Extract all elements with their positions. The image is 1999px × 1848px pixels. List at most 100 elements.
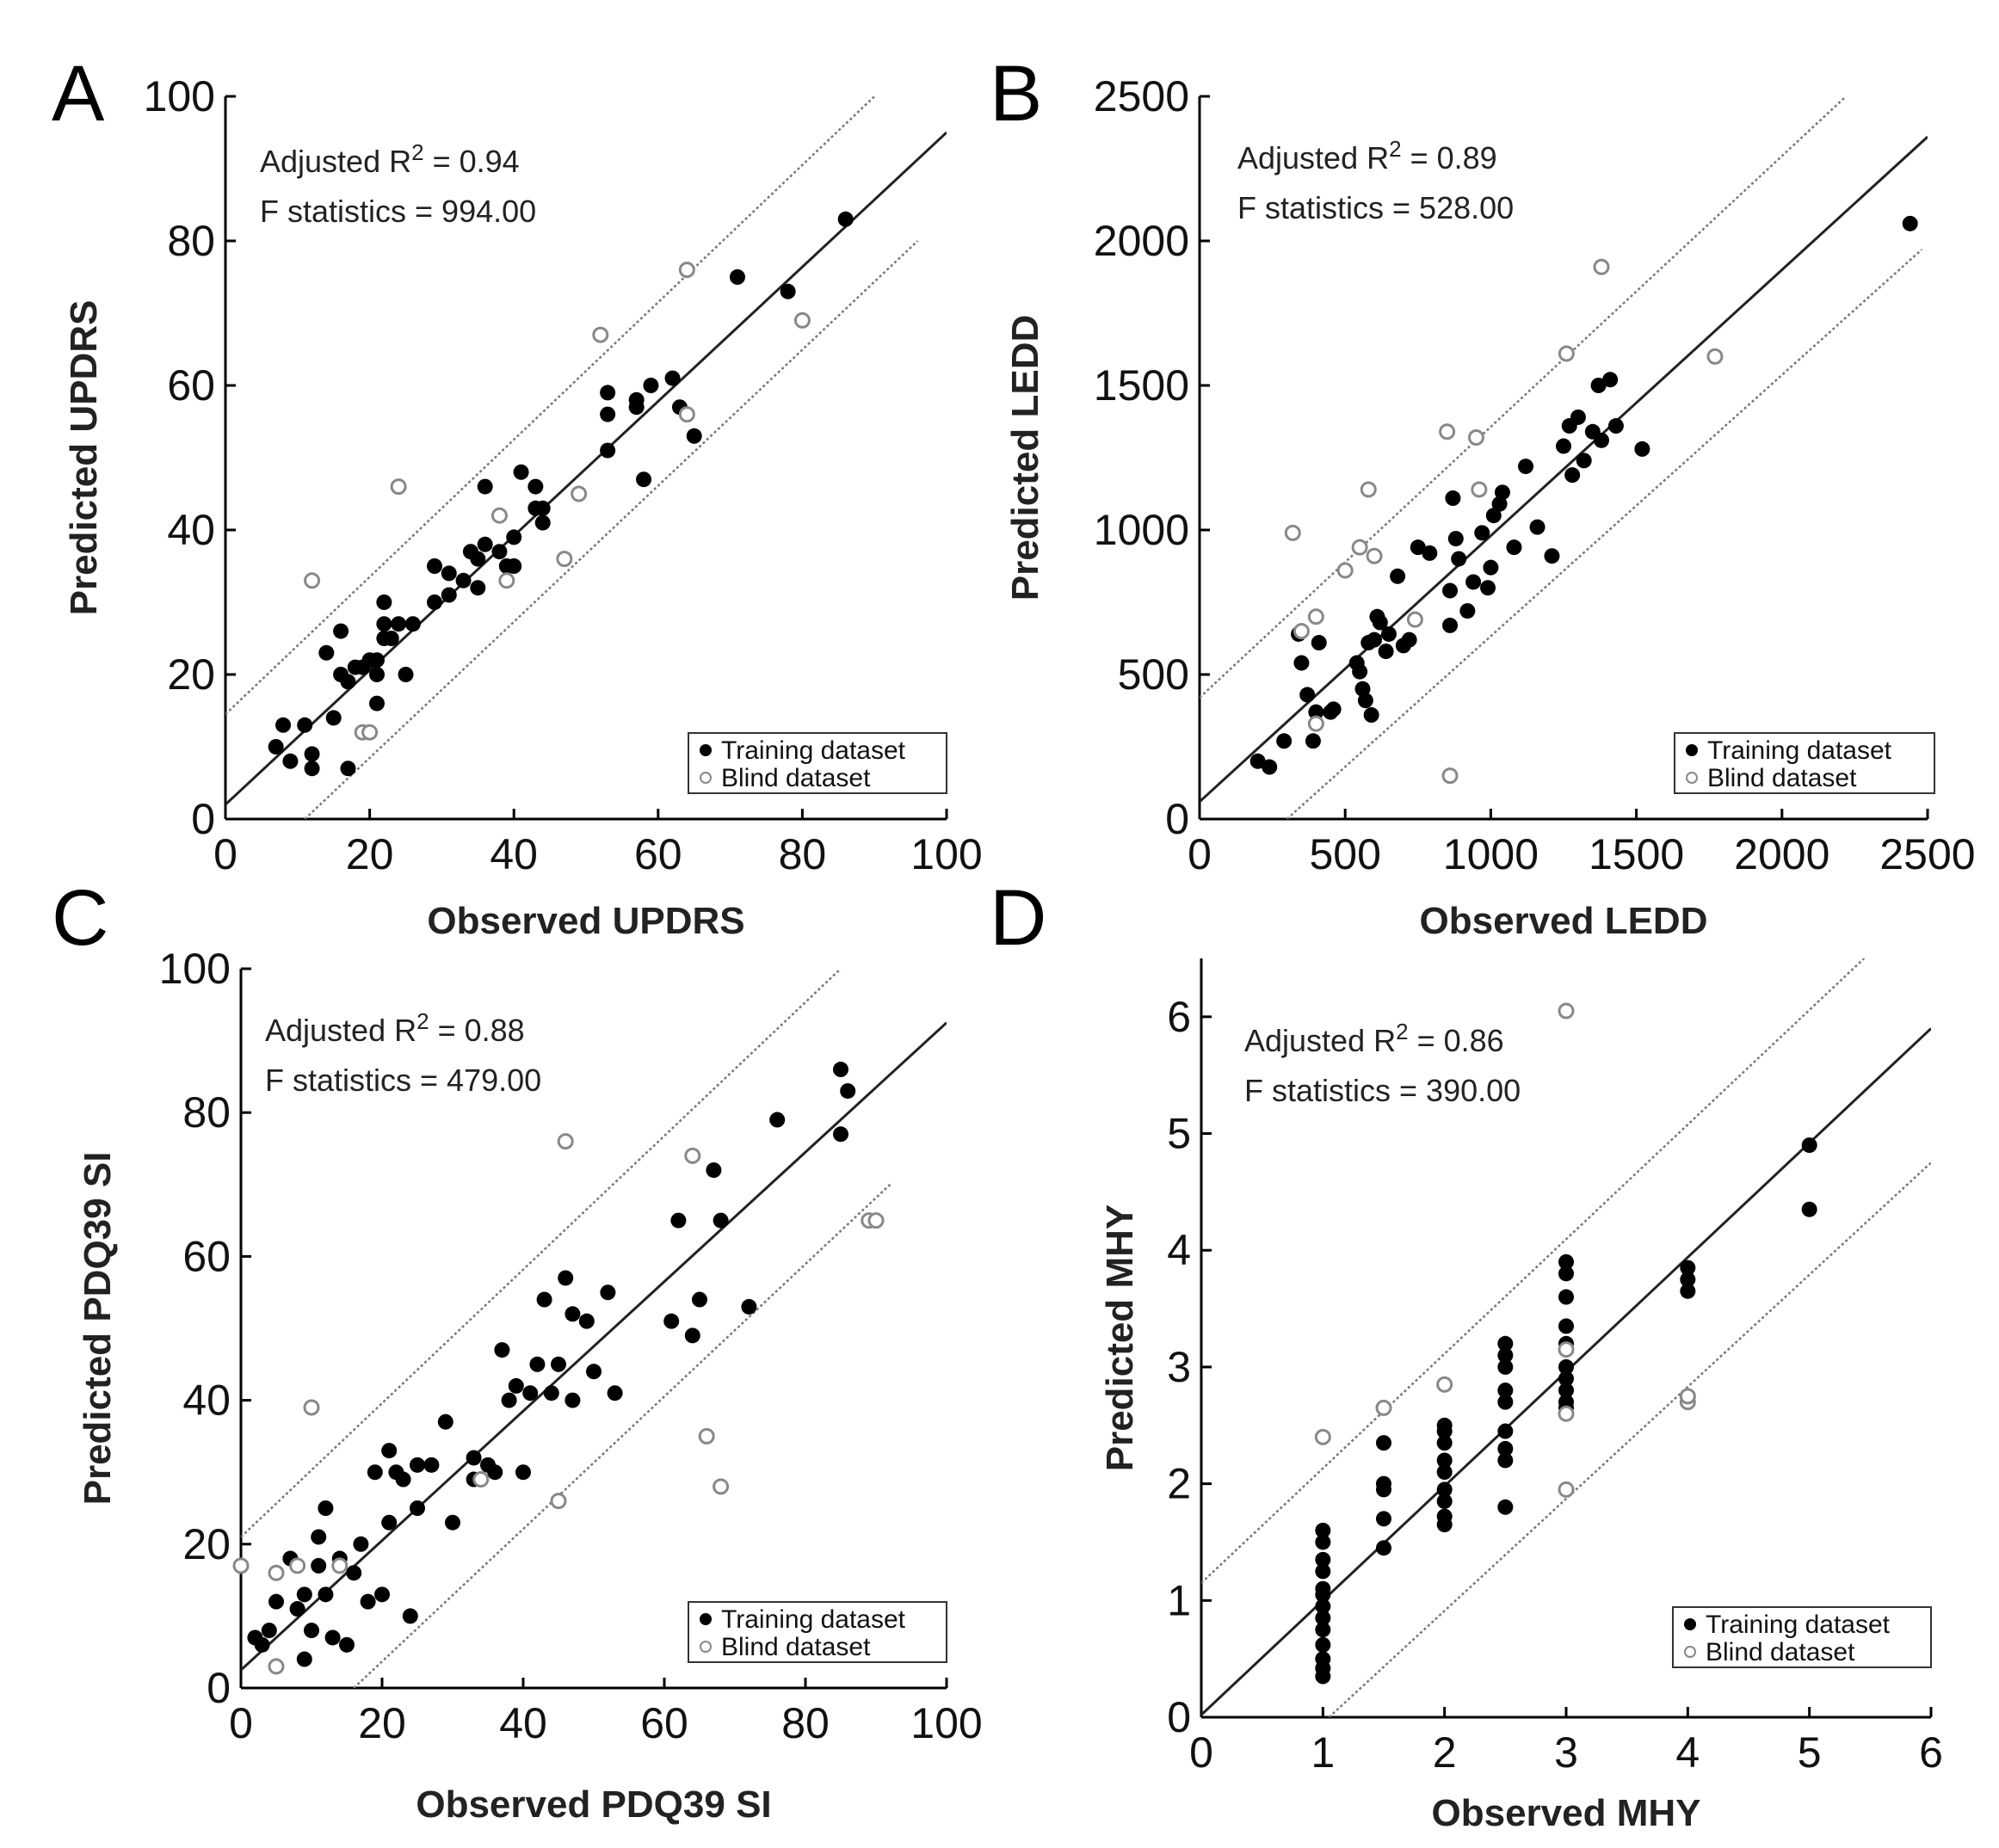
training-point [368, 695, 385, 711]
training-point [353, 1536, 369, 1552]
blind-point [1679, 1388, 1696, 1405]
training-point [261, 1623, 277, 1639]
training-point [1558, 1394, 1574, 1410]
blind-point [571, 485, 588, 502]
training-point [297, 717, 313, 733]
x-tick-label: 3 [1554, 1728, 1578, 1777]
prediction-bound-lower [353, 1183, 892, 1688]
blind-point [1467, 428, 1484, 446]
y-tick-label: 4 [1167, 1226, 1191, 1274]
training-point [1442, 582, 1459, 599]
training-point [1529, 519, 1546, 535]
x-tick-label: 20 [358, 1699, 406, 1747]
training-point [367, 1464, 383, 1481]
legend-blind-marker [1686, 772, 1698, 784]
training-point [268, 1593, 284, 1610]
panel-letter: A [52, 50, 105, 138]
training-point [780, 283, 796, 299]
training-point [513, 464, 529, 480]
training-point [1315, 1534, 1331, 1550]
regression-line [241, 1021, 947, 1672]
legend-training-label: Training dataset [721, 1605, 906, 1634]
blind-point [556, 551, 573, 568]
x-tick-label: 0 [1189, 1728, 1213, 1777]
blind-point [684, 1147, 701, 1164]
panel-letter: D [990, 874, 1046, 962]
training-point [1308, 704, 1324, 720]
training-point [340, 674, 356, 690]
training-point [477, 536, 493, 552]
blind-point [1293, 623, 1310, 640]
x-tick-label: 1500 [1589, 830, 1684, 878]
training-point [1544, 548, 1560, 564]
training-point [1311, 635, 1327, 651]
training-point [636, 471, 652, 488]
x-axis-label: Observed LEDD [1420, 900, 1708, 942]
training-point [1558, 1254, 1574, 1270]
training-point [692, 1291, 707, 1308]
blind-point [678, 406, 695, 423]
x-tick-label: 40 [490, 830, 538, 878]
training-point [391, 616, 407, 632]
adjusted-r2-text: Adjusted R2 = 0.86 [1244, 1019, 1504, 1058]
training-point [1315, 1622, 1331, 1638]
training-point [466, 1450, 482, 1466]
training-point [1485, 508, 1502, 524]
y-tick-label: 80 [167, 217, 215, 265]
blind-point [550, 1493, 567, 1510]
blind-point [1360, 481, 1377, 498]
blind-point [1558, 1002, 1575, 1019]
r2-prefix: Adjusted R [265, 1013, 416, 1048]
training-point [383, 631, 399, 646]
training-point [346, 1565, 362, 1581]
training-point [404, 616, 421, 632]
blind-point [1558, 1341, 1575, 1358]
training-point [643, 378, 659, 393]
training-point [1480, 580, 1496, 596]
training-point [1315, 1522, 1331, 1538]
blind-point [713, 1478, 730, 1495]
training-point [395, 1471, 411, 1488]
blind-point [867, 1212, 885, 1229]
legend-training-marker [1686, 744, 1698, 756]
training-point [1372, 614, 1388, 631]
training-point [381, 1514, 398, 1531]
training-point [254, 1636, 270, 1653]
training-point [470, 551, 486, 567]
blind-point [304, 572, 321, 589]
prediction-bound-lower [304, 240, 919, 819]
training-point [1558, 1371, 1574, 1387]
training-point [1442, 617, 1459, 633]
training-point [1410, 539, 1426, 556]
training-point [275, 717, 292, 733]
y-axis-label: Predicted LEDD [1004, 315, 1046, 601]
training-point [360, 1593, 376, 1610]
training-point [1436, 1493, 1453, 1509]
training-point [1497, 1383, 1514, 1399]
blind-point [1706, 348, 1724, 365]
training-point [1465, 574, 1482, 590]
training-point [1376, 1540, 1391, 1556]
training-point [333, 623, 349, 639]
training-point [534, 500, 551, 516]
training-point [1325, 701, 1342, 718]
blind-point [1441, 767, 1459, 785]
training-point [1558, 1358, 1574, 1375]
y-tick-label: 0 [1165, 795, 1189, 843]
blind-point [592, 326, 609, 343]
training-point [368, 652, 385, 668]
training-point [706, 1162, 722, 1179]
training-point [368, 667, 385, 682]
legend-box [688, 1601, 947, 1663]
r2-superscript: 2 [1389, 136, 1401, 162]
training-point [586, 1364, 602, 1380]
training-points [247, 1062, 856, 1667]
training-point [441, 565, 457, 582]
training-point [534, 514, 551, 531]
blind-point [1314, 1428, 1331, 1445]
y-tick-label: 0 [191, 795, 215, 843]
training-point [1380, 625, 1397, 642]
